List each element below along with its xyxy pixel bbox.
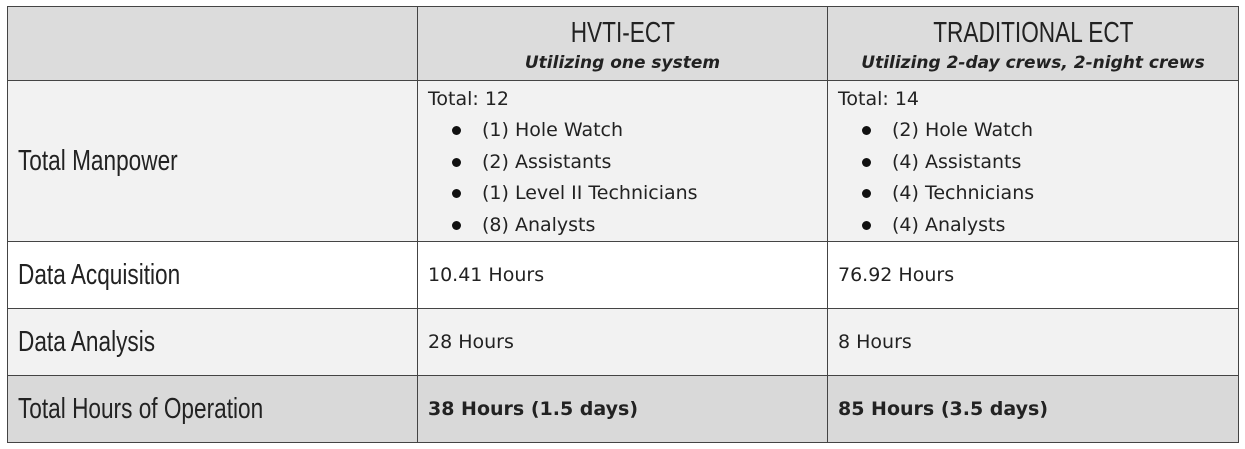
header-traditional-title: TRADITIONAL ECT — [932, 16, 1134, 49]
acquisition-traditional-value: 76.92 Hours — [827, 241, 1239, 310]
list-item: (4) Analysts — [862, 210, 1238, 242]
list-item: (1) Hole Watch — [452, 115, 827, 147]
header-row: HVTI-ECT Utilizing one system TRADITIONA… — [7, 6, 1239, 81]
acquisition-row: Data Acquisition 10.41 Hours 76.92 Hours — [7, 241, 1239, 310]
list-item: (2) Assistants — [452, 147, 827, 179]
row-label-analysis: Data Analysis — [7, 308, 418, 377]
manpower-hvti-total: Total: 12 — [428, 88, 509, 110]
total-row: Total Hours of Operation 38 Hours (1.5 d… — [7, 375, 1239, 444]
list-item: (4) Assistants — [862, 147, 1238, 179]
manpower-traditional-list: (2) Hole Watch (4) Assistants (4) Techni… — [828, 115, 1238, 241]
header-hvti-subtitle: Utilizing one system — [524, 52, 721, 73]
row-label-manpower: Total Manpower — [7, 79, 418, 243]
header-hvti-title: HVTI-ECT — [570, 16, 675, 49]
bullet-icon — [452, 189, 461, 199]
manpower-hvti-list: (1) Hole Watch (2) Assistants (1) Level … — [418, 115, 827, 241]
total-hvti-value: 38 Hours (1.5 days) — [417, 375, 828, 444]
row-label-acquisition: Data Acquisition — [7, 241, 418, 310]
total-traditional-value: 85 Hours (3.5 days) — [827, 375, 1239, 444]
manpower-hvti-cell: Total: 12 (1) Hole Watch (2) Assistants … — [417, 79, 828, 243]
bullet-icon — [452, 126, 461, 135]
row-label-total: Total Hours of Operation — [7, 375, 418, 444]
bullet-icon — [862, 157, 871, 167]
analysis-hvti-value: 28 Hours — [417, 308, 828, 377]
bullet-icon — [452, 157, 461, 167]
header-traditional: TRADITIONAL ECT Utilizing 2-day crews, 2… — [827, 6, 1239, 81]
list-item: (1) Level II Technicians — [452, 178, 827, 210]
manpower-row: Total Manpower Total: 12 (1) Hole Watch … — [7, 79, 1239, 243]
acquisition-hvti-value: 10.41 Hours — [417, 241, 828, 310]
comparison-table: HVTI-ECT Utilizing one system TRADITIONA… — [7, 6, 1239, 444]
header-traditional-subtitle: Utilizing 2-day crews, 2-night crews — [861, 52, 1205, 73]
list-item: (8) Analysts — [452, 210, 827, 242]
bullet-icon — [862, 189, 871, 199]
manpower-traditional-cell: Total: 14 (2) Hole Watch (4) Assistants … — [827, 79, 1239, 243]
analysis-row: Data Analysis 28 Hours 8 Hours — [7, 308, 1239, 377]
bullet-icon — [862, 220, 871, 230]
list-item: (2) Hole Watch — [862, 115, 1238, 147]
list-item: (4) Technicians — [862, 178, 1238, 210]
header-empty-cell — [7, 6, 418, 81]
header-hvti: HVTI-ECT Utilizing one system — [417, 6, 828, 81]
bullet-icon — [862, 126, 871, 135]
manpower-traditional-total: Total: 14 — [838, 88, 919, 110]
bullet-icon — [452, 220, 461, 230]
analysis-traditional-value: 8 Hours — [827, 308, 1239, 377]
